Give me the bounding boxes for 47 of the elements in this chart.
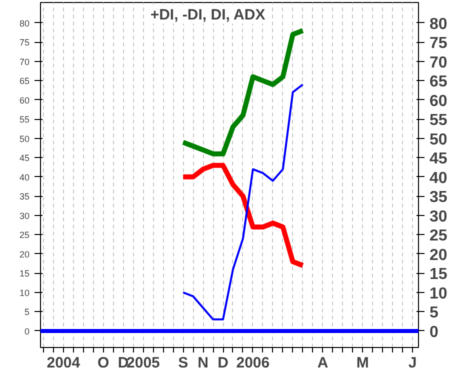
y-tick-label: 5 [24,307,30,318]
y2-tick-label: 60 [430,92,448,110]
y-tick-label: 0 [24,326,30,336]
line-series [182,84,304,320]
y2-tick-label: 65 [430,74,448,91]
y-tick-label: 60 [19,95,30,106]
y-tick-label: 50 [19,134,30,144]
y-tick-label: 25 [19,230,30,240]
y-tick-label: 80 [19,18,30,28]
y2-tick-label: 5 [430,304,438,322]
y2-tick-label: 0 [430,324,438,341]
y-tick-label: 20 [19,249,30,260]
y2-tick-label: 25 [430,228,448,245]
y-tick-label: 55 [19,114,30,125]
y-tick-label: 35 [19,192,30,202]
y2-tick-label: 45 [430,150,448,168]
y2-tick-label: 80 [430,16,448,33]
x-tick-label: 2005 [126,354,160,372]
x-tick-label: M [356,354,369,372]
y-tick-label: 40 [19,172,30,182]
y2-tick-label: 30 [430,208,448,226]
x-tick-label: O [98,354,110,372]
y2-tick-label: 35 [430,189,448,206]
x-tick-label: D [118,354,129,372]
y-tick-label: 75 [19,38,30,48]
y2-tick-label: 75 [430,35,448,52]
y2-tick-label: 50 [430,131,448,148]
y2-tick-label: 55 [430,112,448,130]
x-tick-label: J [408,354,417,372]
y-tick-label: 45 [19,153,30,164]
chart-title: +DI, -DI, DI, ADX [150,6,266,24]
y-tick-label: 15 [19,268,30,279]
x-tick-label: 2006 [236,354,270,372]
x-tick-label: D [218,354,229,372]
x-tick-label: 2004 [46,354,81,372]
x-tick-label: N [198,354,208,372]
x-tick-label: S [178,354,188,372]
x-tick-label: A [317,354,328,372]
y-tick-label: 30 [19,210,30,221]
y-tick-label: 10 [19,288,30,298]
y2-tick-label: 40 [430,170,448,187]
y-tick-label: 65 [19,76,30,86]
y2-tick-label: 20 [430,246,448,264]
y2-tick-label: 10 [430,285,448,302]
y-tick-label: 70 [19,56,30,67]
y2-tick-label: 15 [430,266,448,284]
y2-tick-label: 70 [430,54,448,72]
